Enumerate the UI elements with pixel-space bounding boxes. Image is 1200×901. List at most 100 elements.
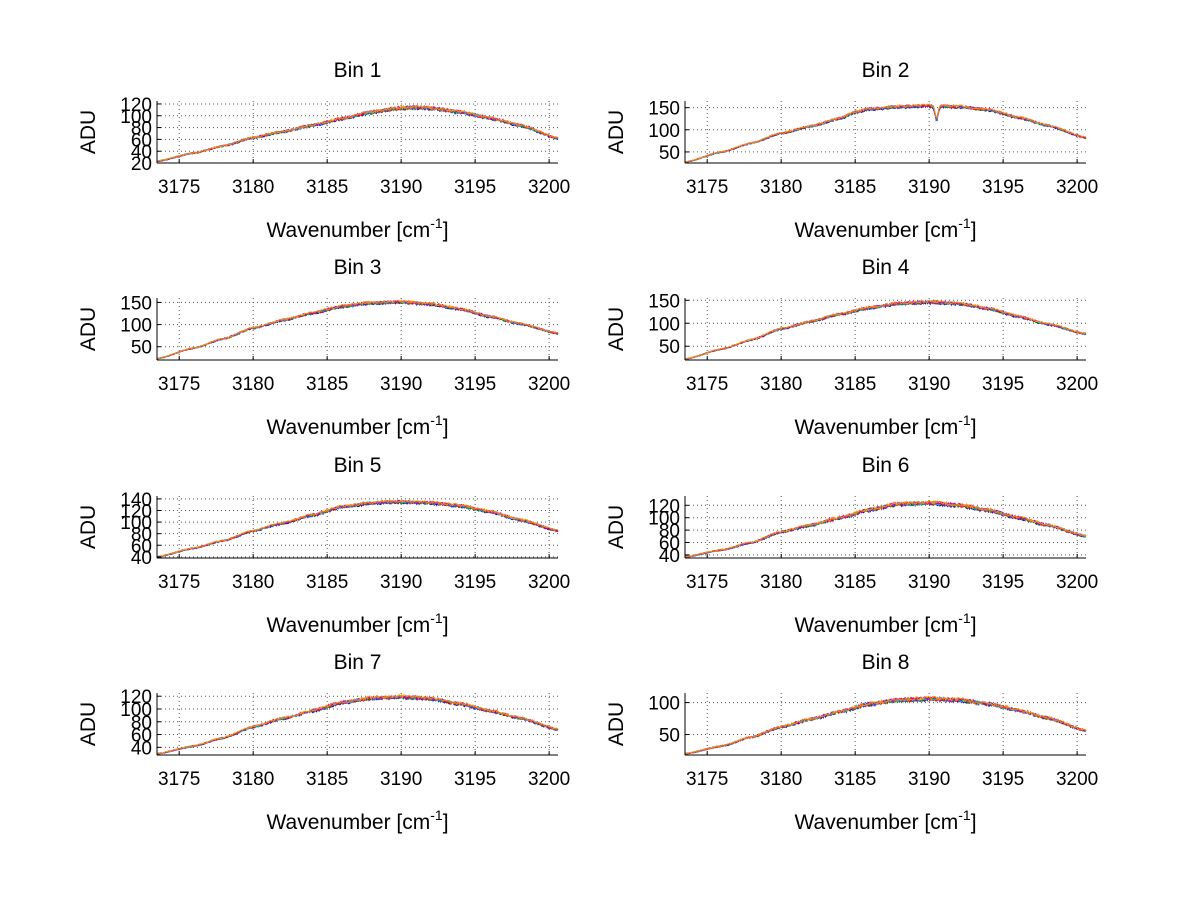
- series-line-s6: [156, 104, 559, 162]
- x-tick-label: 3200: [1056, 177, 1098, 198]
- x-axis-label-sup: -1: [958, 610, 971, 626]
- subplot-bin-8: Bin 8 3175 3180 3185 3190 3195 3200 50 100 Wavenu…: [605, 651, 1098, 834]
- x-tick-label: 3190: [908, 177, 950, 198]
- y-tick-label: 150: [120, 293, 152, 314]
- series-line-s6: [684, 299, 1087, 360]
- series-line-s5: [684, 500, 1087, 558]
- series-line-s5: [156, 499, 559, 558]
- y-tick-label: 100: [120, 700, 152, 721]
- series-line-s5: [156, 299, 559, 360]
- x-axis-label-text: Wavenumber [cm: [266, 219, 430, 242]
- x-tick-label: 3185: [306, 177, 348, 198]
- series-line-s6: [156, 299, 559, 360]
- x-tick-label: 3175: [686, 769, 728, 790]
- subplot-bin-5: Bin 5 3175 3180 3185 3190 3195 3200 40608010012…: [77, 454, 570, 637]
- series-line-s1: [684, 501, 1087, 558]
- series-line-s2: [684, 696, 1087, 755]
- x-axis-label: Wavenumber [cm-1]: [266, 807, 448, 834]
- x-axis-label-suffix: ]: [443, 811, 449, 834]
- x-tick-label: 3185: [306, 769, 348, 790]
- x-axis-label-text: Wavenumber [cm: [266, 614, 430, 637]
- x-tick-label: 3175: [158, 374, 200, 395]
- y-tick-label: 120: [120, 95, 152, 116]
- series-line-s5: [684, 103, 1087, 163]
- series-line-s5: [684, 695, 1087, 755]
- x-axis-label-suffix: ]: [971, 811, 977, 834]
- x-tick-label: 3190: [380, 769, 422, 790]
- x-axis-label-text: Wavenumber [cm: [794, 416, 958, 439]
- x-axis-label-text: Wavenumber [cm: [794, 219, 958, 242]
- x-tick-label: 3195: [454, 769, 496, 790]
- series-line-s1: [684, 104, 1087, 163]
- series-line-s3: [156, 694, 559, 754]
- subplot-title: Bin 4: [862, 256, 910, 279]
- series-line-s3: [156, 300, 559, 360]
- y-tick-label: 60: [659, 534, 680, 555]
- subplot-bin-7: Bin 7 3175 3180 3185 3190 3195 3200 40608010012…: [77, 651, 570, 834]
- y-axis-label: ADU: [77, 307, 100, 351]
- series-line-s3: [684, 103, 1087, 163]
- x-axis-label: Wavenumber [cm-1]: [794, 215, 976, 242]
- series-line-s5: [156, 694, 559, 755]
- y-tick-label: 80: [659, 521, 680, 542]
- x-tick-label: 3180: [760, 374, 802, 395]
- x-axis-label: Wavenumber [cm-1]: [794, 412, 976, 439]
- x-tick-label: 3195: [454, 572, 496, 593]
- series-line-s4: [156, 694, 559, 755]
- y-tick-label: 50: [131, 338, 152, 359]
- series-line-s5: [156, 104, 559, 162]
- x-tick-label: 3200: [528, 572, 570, 593]
- subplot-title: Bin 6: [862, 454, 910, 477]
- y-tick-label: 100: [648, 694, 680, 715]
- x-tick-label: 3180: [232, 374, 274, 395]
- x-tick-label: 3195: [982, 177, 1024, 198]
- series-line-s4: [684, 103, 1087, 163]
- y-tick-label: 80: [131, 525, 152, 546]
- y-tick-label: 20: [131, 154, 152, 175]
- subplot-title: Bin 1: [334, 59, 382, 82]
- series-line-s2: [156, 694, 559, 755]
- x-axis-label: Wavenumber [cm-1]: [266, 412, 448, 439]
- y-tick-label: 60: [131, 536, 152, 557]
- series-line-s6: [684, 103, 1087, 163]
- y-tick-label: 150: [648, 99, 680, 120]
- series-line-s1: [156, 300, 559, 360]
- x-axis-label-sup: -1: [430, 412, 443, 428]
- x-tick-label: 3190: [380, 374, 422, 395]
- y-tick-label: 100: [120, 107, 152, 128]
- series-line-s6: [156, 693, 559, 755]
- x-tick-label: 3195: [454, 177, 496, 198]
- series-line-s1: [684, 697, 1087, 755]
- y-tick-label: 120: [120, 687, 152, 708]
- x-axis-label-sup: -1: [430, 807, 443, 823]
- x-tick-label: 3175: [686, 177, 728, 198]
- x-tick-label: 3180: [232, 572, 274, 593]
- series-line-s2: [156, 301, 559, 360]
- series-line-s4: [156, 499, 559, 558]
- x-tick-label: 3195: [982, 769, 1024, 790]
- subplot-title: Bin 5: [334, 454, 382, 477]
- x-tick-label: 3185: [834, 572, 876, 593]
- y-tick-label: 40: [131, 738, 152, 759]
- y-tick-label: 80: [131, 119, 152, 140]
- y-tick-label: 100: [120, 316, 152, 337]
- y-tick-label: 40: [131, 142, 152, 163]
- subplot-title: Bin 8: [862, 651, 910, 674]
- x-tick-label: 3190: [908, 572, 950, 593]
- series-line-s4: [684, 500, 1087, 558]
- series-line-s4: [684, 695, 1087, 755]
- series-line-s2: [684, 500, 1087, 558]
- y-axis-label: ADU: [77, 702, 100, 746]
- x-tick-label: 3190: [380, 572, 422, 593]
- series-line-s2: [684, 300, 1087, 360]
- y-tick-label: 60: [131, 130, 152, 151]
- x-tick-label: 3195: [454, 374, 496, 395]
- series-line-s1: [684, 300, 1087, 360]
- x-tick-label: 3190: [908, 374, 950, 395]
- y-axis-label: ADU: [605, 702, 628, 746]
- y-tick-label: 100: [120, 513, 152, 534]
- y-tick-label: 40: [659, 546, 680, 567]
- x-tick-label: 3200: [528, 769, 570, 790]
- y-tick-label: 150: [648, 291, 680, 312]
